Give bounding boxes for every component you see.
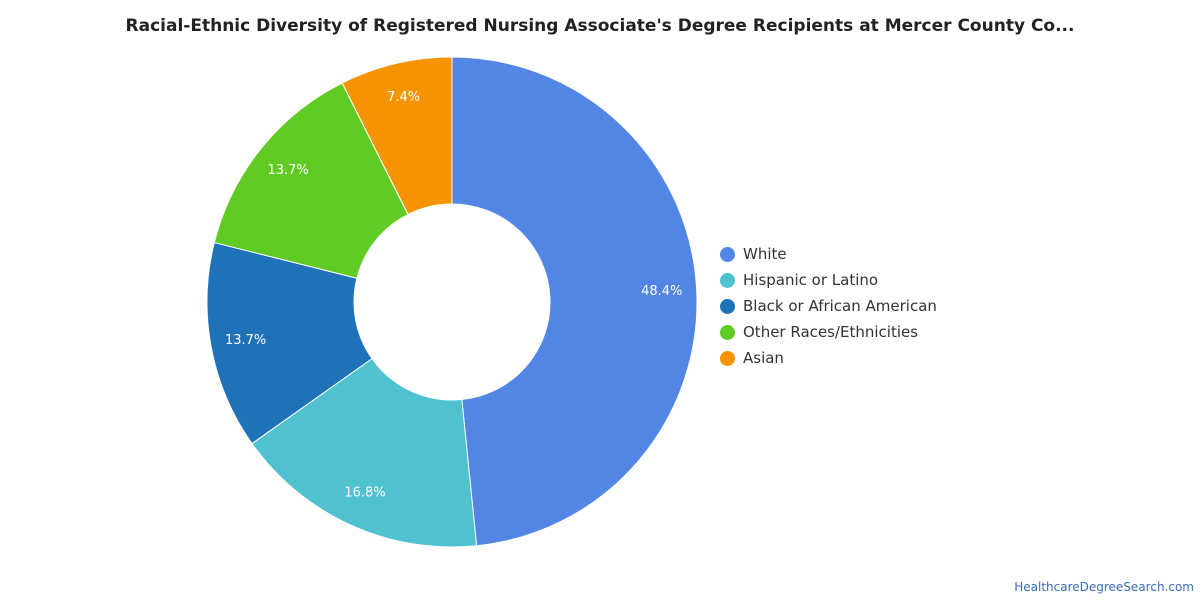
- slice-value-label: 13.7%: [225, 333, 266, 348]
- legend-label: Black or African American: [743, 297, 937, 315]
- legend-item[interactable]: Hispanic or Latino: [720, 267, 937, 293]
- legend-label: Hispanic or Latino: [743, 271, 879, 289]
- legend-item[interactable]: Asian: [720, 345, 937, 371]
- chart-legend: White Hispanic or Latino Black or African …: [720, 241, 937, 371]
- legend-swatch: [720, 350, 735, 366]
- slice-value-label: 7.4%: [387, 90, 420, 105]
- pie-slice-hispanic-or-latino[interactable]: [251, 357, 478, 548]
- legend-item[interactable]: Other Races/Ethnicities: [720, 319, 937, 345]
- legend-swatch: [720, 272, 735, 288]
- source-credit[interactable]: HealthcareDegreeSearch.com: [1014, 580, 1194, 594]
- pie-slice-black-or-african-american[interactable]: [206, 241, 373, 445]
- legend-label: Asian: [743, 349, 784, 367]
- pie-slice-white[interactable]: [451, 56, 698, 547]
- slice-value-label: 16.8%: [344, 486, 385, 501]
- chart-title: Racial-Ethnic Diversity of Registered Nu…: [125, 16, 1075, 36]
- legend-item[interactable]: Black or African American: [720, 293, 937, 319]
- slice-value-label: 48.4%: [641, 284, 682, 299]
- legend-item[interactable]: White: [720, 241, 937, 267]
- pie-slice-asian[interactable]: [341, 56, 453, 216]
- legend-swatch: [720, 324, 735, 340]
- slice-value-label: 13.7%: [267, 163, 308, 178]
- legend-swatch: [720, 246, 735, 262]
- legend-label: White: [743, 245, 787, 263]
- legend-swatch: [720, 298, 735, 314]
- pie-slice-other-races-ethnicities[interactable]: [213, 82, 409, 279]
- legend-label: Other Races/Ethnicities: [743, 323, 919, 341]
